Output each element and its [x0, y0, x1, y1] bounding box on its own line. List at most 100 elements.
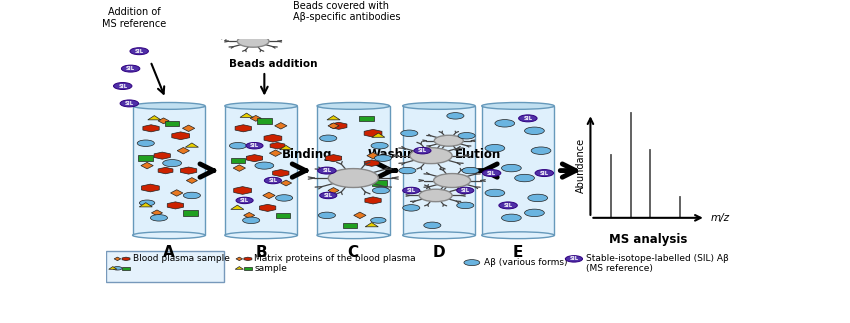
Polygon shape: [364, 130, 382, 137]
Bar: [372, 180, 387, 186]
Text: Blood plasma sample: Blood plasma sample: [133, 255, 230, 263]
Text: m/z: m/z: [711, 213, 730, 223]
Text: B: B: [255, 245, 267, 260]
Polygon shape: [331, 122, 347, 130]
Circle shape: [184, 192, 201, 199]
Polygon shape: [185, 143, 198, 147]
Text: SIL: SIL: [250, 143, 259, 148]
Polygon shape: [139, 203, 152, 207]
Circle shape: [320, 135, 337, 141]
Polygon shape: [371, 133, 385, 137]
Polygon shape: [148, 116, 161, 120]
Ellipse shape: [403, 102, 475, 109]
Text: SIL: SIL: [503, 203, 513, 208]
Circle shape: [371, 142, 388, 149]
Circle shape: [230, 142, 246, 149]
Polygon shape: [365, 160, 379, 166]
Circle shape: [114, 83, 132, 89]
Text: Stable-isotope-labelled (SIL) Aβ: Stable-isotope-labelled (SIL) Aβ: [586, 255, 728, 263]
Bar: [360, 116, 374, 121]
Ellipse shape: [482, 232, 554, 239]
Circle shape: [518, 115, 537, 122]
Polygon shape: [264, 134, 282, 142]
Polygon shape: [141, 162, 153, 169]
Circle shape: [275, 195, 292, 201]
Circle shape: [139, 200, 155, 206]
Circle shape: [434, 135, 463, 146]
Text: SIL: SIL: [118, 84, 127, 89]
Polygon shape: [366, 223, 378, 227]
Circle shape: [372, 187, 389, 194]
Polygon shape: [234, 187, 252, 194]
Polygon shape: [141, 184, 159, 192]
Polygon shape: [151, 210, 162, 216]
Ellipse shape: [482, 102, 554, 109]
Bar: [184, 210, 198, 216]
Bar: [275, 213, 290, 218]
Polygon shape: [158, 167, 173, 174]
Circle shape: [483, 170, 501, 177]
Polygon shape: [327, 116, 340, 120]
Circle shape: [565, 255, 582, 262]
Circle shape: [456, 187, 473, 194]
Polygon shape: [263, 192, 275, 199]
Polygon shape: [246, 155, 263, 162]
Circle shape: [403, 187, 420, 194]
Bar: [165, 120, 179, 126]
Text: SIL: SIL: [406, 188, 416, 193]
Text: D: D: [433, 245, 445, 260]
Text: Binding: Binding: [282, 148, 332, 161]
Circle shape: [255, 162, 274, 169]
FancyBboxPatch shape: [317, 106, 389, 235]
Polygon shape: [186, 178, 197, 183]
Text: SIL: SIL: [487, 171, 496, 176]
Polygon shape: [231, 205, 244, 209]
Circle shape: [419, 189, 452, 202]
Polygon shape: [233, 165, 246, 171]
Circle shape: [399, 167, 416, 174]
Text: A: A: [163, 245, 175, 260]
Polygon shape: [280, 145, 292, 150]
Circle shape: [371, 217, 386, 223]
Circle shape: [215, 19, 254, 34]
Text: SIL: SIL: [134, 49, 144, 54]
Text: SIL: SIL: [126, 66, 135, 71]
Polygon shape: [275, 122, 287, 129]
Text: SIL: SIL: [269, 178, 277, 183]
Text: Aβ (various forms): Aβ (various forms): [484, 258, 567, 267]
Polygon shape: [354, 212, 366, 219]
Bar: [244, 267, 252, 270]
Circle shape: [150, 214, 167, 221]
FancyBboxPatch shape: [224, 106, 298, 235]
Bar: [230, 158, 246, 163]
Circle shape: [528, 194, 547, 202]
Text: SIL: SIL: [322, 168, 332, 173]
Ellipse shape: [224, 232, 298, 239]
Circle shape: [485, 189, 505, 197]
Circle shape: [434, 173, 471, 187]
Circle shape: [250, 15, 285, 28]
Bar: [122, 267, 130, 270]
Ellipse shape: [133, 232, 205, 239]
Text: E: E: [513, 245, 523, 260]
Text: MS analysis: MS analysis: [609, 233, 688, 246]
Circle shape: [485, 144, 505, 152]
Circle shape: [162, 160, 182, 167]
Circle shape: [318, 167, 336, 174]
Polygon shape: [177, 147, 190, 154]
Polygon shape: [244, 257, 252, 261]
Circle shape: [502, 214, 521, 222]
Polygon shape: [180, 167, 196, 174]
Text: Matrix proteins of the blood plasma: Matrix proteins of the blood plasma: [254, 255, 416, 263]
Circle shape: [464, 260, 479, 266]
Circle shape: [137, 140, 155, 146]
Circle shape: [410, 148, 452, 164]
Text: SIL: SIL: [540, 171, 549, 176]
Circle shape: [424, 222, 441, 229]
Polygon shape: [280, 180, 292, 186]
Polygon shape: [365, 197, 381, 204]
Circle shape: [320, 192, 337, 199]
Ellipse shape: [317, 232, 389, 239]
Text: SIL: SIL: [240, 198, 249, 203]
Circle shape: [242, 217, 260, 224]
